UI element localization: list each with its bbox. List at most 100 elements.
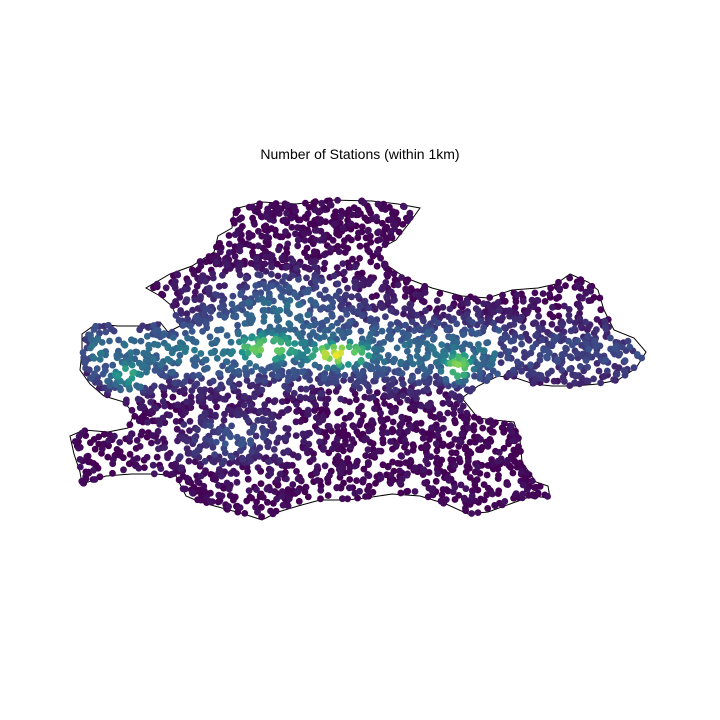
station-point: [339, 224, 347, 232]
station-point: [192, 362, 199, 369]
station-point: [341, 249, 349, 256]
station-point: [537, 372, 545, 379]
station-point: [518, 467, 526, 475]
station-point: [242, 364, 249, 372]
station-point: [274, 347, 281, 355]
station-point: [574, 282, 582, 289]
station-point: [352, 396, 360, 404]
station-point: [397, 358, 405, 366]
station-point: [420, 434, 427, 442]
station-point: [321, 373, 328, 381]
station-point: [437, 367, 445, 375]
station-point: [321, 349, 329, 357]
station-point: [488, 490, 496, 498]
station-point: [79, 479, 87, 487]
station-point: [188, 489, 196, 497]
station-point: [206, 498, 214, 505]
station-point: [347, 220, 355, 228]
station-point: [162, 373, 170, 380]
station-point: [229, 383, 237, 391]
station-point: [180, 321, 188, 328]
station-point: [531, 319, 539, 327]
station-point: [467, 327, 475, 334]
station-point: [375, 447, 382, 455]
station-point: [576, 315, 584, 322]
station-point: [232, 305, 239, 313]
station-point: [546, 291, 553, 298]
station-point: [260, 427, 267, 435]
station-point: [76, 463, 84, 471]
station-point: [389, 375, 397, 383]
station-point: [91, 445, 99, 453]
station-point: [350, 204, 358, 212]
station-point: [146, 388, 154, 396]
station-point: [600, 372, 608, 380]
station-point: [494, 299, 502, 306]
station-point: [282, 228, 289, 236]
station-point: [339, 461, 347, 468]
station-point: [154, 341, 162, 349]
station-point: [584, 377, 592, 385]
station-point: [312, 278, 319, 285]
station-point: [378, 346, 385, 353]
station-point: [448, 441, 455, 448]
station-point: [506, 312, 513, 320]
station-point: [127, 349, 135, 356]
station-point: [418, 428, 426, 436]
station-point: [315, 418, 323, 426]
station-point: [240, 401, 248, 409]
station-point: [422, 457, 430, 464]
station-point: [227, 470, 235, 477]
station-point: [268, 270, 275, 278]
station-point: [275, 204, 283, 212]
station-point: [83, 453, 91, 460]
station-point: [262, 409, 269, 417]
station-point: [272, 335, 279, 343]
station-point: [387, 471, 395, 479]
station-point: [288, 223, 296, 231]
station-point: [177, 465, 185, 473]
station-point: [207, 349, 215, 357]
station-point: [276, 457, 284, 464]
station-point: [180, 421, 188, 428]
station-point: [411, 464, 419, 472]
station-point: [558, 351, 566, 359]
station-point: [371, 405, 378, 412]
station-point: [446, 305, 454, 313]
station-point: [257, 480, 265, 487]
station-point: [584, 332, 592, 340]
station-point: [466, 341, 474, 349]
station-point: [484, 484, 492, 492]
station-point: [392, 386, 399, 394]
station-point: [519, 490, 527, 498]
station-point: [460, 414, 468, 422]
station-point: [346, 318, 354, 326]
station-point: [356, 487, 363, 495]
station-point: [251, 221, 258, 228]
station-point: [410, 327, 418, 334]
station-point: [354, 457, 361, 465]
station-point: [113, 354, 121, 362]
station-point: [360, 476, 367, 484]
station-point: [133, 437, 141, 444]
station-point: [227, 433, 234, 441]
station-point: [481, 360, 489, 368]
station-point: [335, 248, 343, 256]
station-point: [154, 427, 162, 435]
station-point: [207, 308, 215, 315]
station-point: [395, 320, 402, 327]
station-point: [257, 289, 265, 297]
station-point: [457, 394, 465, 402]
station-point: [381, 392, 388, 400]
station-point: [109, 469, 116, 477]
station-point: [105, 437, 113, 444]
station-point: [509, 437, 517, 445]
station-point: [233, 470, 240, 477]
station-point: [126, 421, 134, 429]
station-point: [309, 352, 317, 359]
station-point: [388, 381, 396, 388]
station-point: [189, 306, 197, 314]
station-point: [294, 236, 302, 244]
station-point: [149, 432, 157, 439]
station-point: [384, 429, 391, 436]
